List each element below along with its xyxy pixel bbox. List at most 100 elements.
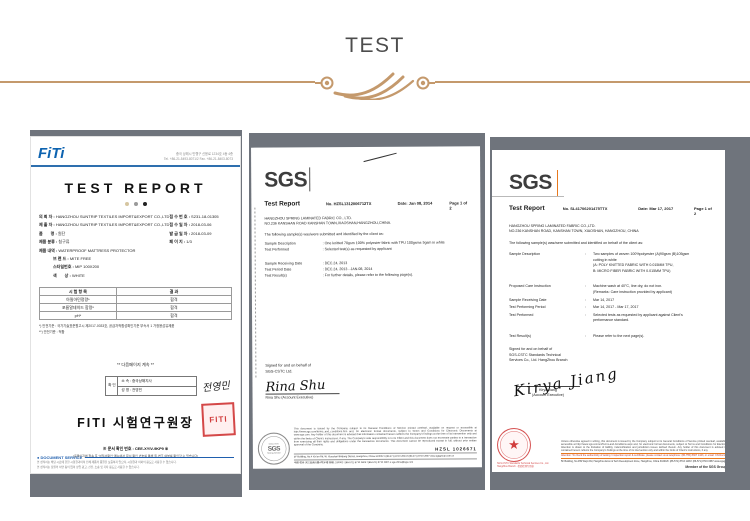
field-row: 제품 분류 : 침구류	[39, 238, 169, 246]
table-cell-result: 합격	[115, 295, 233, 305]
sgs-logo: SGS	[264, 167, 308, 192]
sgs-logo: SGS	[509, 171, 552, 194]
table-row: 아릴아민정량* 합격	[39, 295, 233, 305]
field-value: S231-18-01305	[191, 214, 219, 219]
row-colon: :	[585, 333, 586, 338]
sgs1-report-line: Test Report No. HZSL1312006712TX Date: J…	[264, 199, 470, 211]
row-label: Test Result(s)	[509, 333, 531, 338]
fine-print: Unless otherwise agreed in writing, this…	[561, 439, 725, 452]
signed-line: Services Co., Ltd. HangZhou Branch	[509, 358, 568, 363]
fiti-fields: 의 뢰 자 : HANGZHOU SUNTRIP TEXTILES IMPORT…	[39, 213, 232, 280]
table-cell-item: 아릴아민정량*	[39, 295, 117, 305]
sgs1-detail-rows: Sample Description: One knitted 70gsm 10…	[265, 241, 468, 280]
signed-line: SGS-CSTC Standards Technical	[509, 352, 561, 357]
field-row: 색 상 : WHITE	[39, 272, 169, 280]
field-label: 제품 내역 :	[39, 247, 58, 253]
fiti-blue-rule	[31, 165, 240, 167]
sgs2-signer: Kirya Jiang (Account Executive)	[516, 385, 580, 399]
row-value: Please refer to the next page(s).	[593, 333, 645, 338]
detail-row: Test Result(s): For further details, ple…	[265, 273, 468, 280]
signer-name: Kirya Jiang	[539, 387, 557, 392]
sign-box-name: 성 명 : 전영민	[118, 385, 197, 395]
row-label: Test Performed	[264, 247, 290, 252]
field-label: 접 수 일 자 :	[169, 222, 190, 228]
detail-row: Test Performing Period : Mar 14, 2017 - …	[509, 305, 713, 311]
attention-line: Attention: To check the authenticity of …	[561, 452, 725, 458]
field-label: 품 명 :	[39, 230, 57, 236]
row-value: : DEC.24, 2013 - JAN.08, 2014	[322, 266, 373, 272]
field-row: 제품 내역 : WATERPROOF MATTRESS PROTECTOR	[39, 247, 169, 255]
fiti-title-dots	[31, 202, 240, 206]
sgs2-bottom: ★ SGS-CSTC Standards Technical Services …	[497, 428, 725, 469]
fiti-fields-right: 접 수 번 호 : S231-18-01305 접 수 일 자 : 2018-0…	[169, 213, 232, 280]
row-label: Sample Description	[509, 252, 541, 257]
field-row: 발 급 일 자 : 2018-03-09	[169, 230, 232, 238]
row-gap	[509, 276, 713, 284]
sgs2-signed-for: Signed for and on behalf of SGS-CSTC Sta…	[509, 347, 725, 363]
sgs1-logo-wrap: SGS	[264, 166, 480, 192]
row-value: Selected tests as requested by applicant…	[593, 313, 713, 324]
sgs1-intro: The following sample(s) was/were submitt…	[264, 231, 384, 237]
field-value: 2018-03-09	[191, 230, 212, 236]
field-value: MIP 100X200	[74, 264, 100, 270]
seal-caption-line: SGS-CSTC Standards Technical Services Co…	[497, 463, 549, 466]
row-value: Two samples of woven 100%polyester (A)90…	[593, 252, 713, 274]
fiti-fields-left: 의 뢰 자 : HANGZHOU SUNTRIP TEXTILES IMPORT…	[39, 213, 169, 280]
field-label: 스타일번호 :	[53, 264, 74, 270]
note-line: *) 안전기준 : 국가기술표준원고시 제2017-0033호, 공급자적합성확…	[39, 324, 175, 329]
sgs2-paper: SGS Test Report No. SL41706201475TTX Dat…	[492, 150, 725, 472]
table-cell-item: 포름알데히드 함량*	[39, 303, 117, 313]
fiti-issuer-row: FITI 시험연구원장 FITI	[31, 402, 240, 437]
table-header-row: 시 험 항 목 결 과	[39, 287, 233, 297]
row-value: Mar 14, 2017 - Mar 17, 2017	[593, 305, 639, 310]
fiti-paper: FiTi 중국 상해시 민행구 신용로 1234호 4동 4층 Tel. +86…	[30, 136, 241, 474]
field-row: 제 출 자 : HANGZHOU SUNTRIP TEXTILES IMPORT…	[39, 221, 169, 229]
handwritten-signature: 전영민	[202, 381, 231, 395]
side-annotation	[254, 207, 257, 378]
footer-line: 본 성적서는 해당 시료에 한한 시험결과이며 전체 제품의 품질을 보증하지 …	[37, 461, 177, 465]
swirl-ornament-icon	[315, 66, 435, 100]
dot-black	[142, 202, 147, 206]
row-label: Proposed Care Instruction	[509, 284, 551, 289]
seal-caption: SGS-CSTC Standards Technical Services Co…	[497, 463, 557, 469]
fiti-footer-title: ● DOCUMENT SERVICE	[37, 455, 234, 460]
row-value: : For further details, please refer to t…	[322, 273, 414, 278]
sgs1-paper: SGS Test Report No. HZSL1312006712TX Dat…	[251, 146, 482, 469]
logo-underline	[492, 196, 564, 197]
footer-line: 본 성적서는 당원의 서면 동의 없이 상업 광고, 선전, 소송 및 기타 용…	[37, 465, 140, 469]
report-label: Test Report	[509, 205, 545, 212]
field-value: HANGZHOU SUNTRIP TEXTILES IMPORT&EXPORT …	[55, 222, 170, 228]
report-page: Page 1 of 2	[449, 200, 468, 211]
fiti-sign-box: 확 인 소 속 : 중국상해지사 성 명 : 전영민	[105, 375, 198, 396]
table-header-result: 결 과	[115, 287, 233, 297]
row-value: Mar 14, 2017	[593, 297, 615, 302]
row-label: Test Performing Period	[509, 305, 546, 310]
seal-bottom-text: Testing Service	[267, 452, 281, 455]
report-date: Date: Mar 17, 2017	[638, 206, 674, 211]
sign-box-label: 확 인	[106, 376, 119, 395]
certificate-fiti-test-report[interactable]: FiTi 중국 상해시 민행구 신용로 1234호 4동 4층 Tel. +86…	[30, 130, 242, 497]
certificate-sgs-2014-test-report[interactable]: SGS Test Report No. HZSL1312006712TX Dat…	[249, 133, 485, 490]
page-title: TEST	[345, 34, 405, 57]
company-line: NO.236 KANSHAN ROAD, KANSHAN TOWN, XIAOS…	[509, 229, 639, 234]
field-row: 접 수 번 호 : S231-18-01305	[169, 213, 232, 221]
field-value: HANGZHOU SUNTRIP TEXTILES IMPORT&EXPORT …	[55, 214, 170, 219]
report-date: Date: Jan 08, 2014	[397, 200, 433, 206]
field-row: 접 수 일 자 : 2018-03-06	[169, 221, 232, 229]
seal-star: ★	[508, 437, 520, 453]
certificate-sgs-2017-test-report[interactable]: SGS Test Report No. SL41706201475TTX Dat…	[490, 137, 750, 490]
field-value: MITE FREE	[69, 255, 92, 261]
sgs2-intro: The following sample(s) was/were submitt…	[509, 240, 644, 245]
value-line: Two samples of woven 100%polyester (A)90…	[593, 252, 690, 257]
row-label: Test Performed	[509, 312, 534, 317]
field-label: 접 수 번 호 :	[169, 214, 190, 219]
field-value: 침구류	[58, 239, 70, 245]
seal-main-text: SGS	[267, 445, 280, 453]
scan-artifact-line	[363, 152, 397, 163]
row-colon: :	[585, 284, 586, 289]
sgs-round-seal-icon: SGS-CSTC SGS Testing Service	[257, 432, 290, 465]
field-row: 품 명 : 원단	[39, 230, 169, 238]
sgs2-detail-rows: Sample Description : Two samples of wove…	[509, 252, 713, 339]
fiti-continue-note: ** 다음페이지 계속 **	[117, 361, 154, 367]
